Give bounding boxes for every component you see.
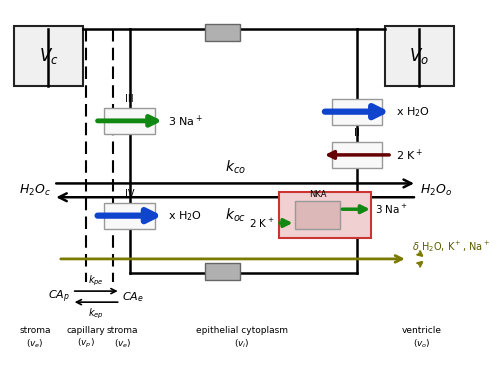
Text: x H$_2$O: x H$_2$O bbox=[168, 209, 202, 222]
Bar bbox=[279, 192, 371, 238]
Text: $H_2O_c$: $H_2O_c$ bbox=[19, 183, 50, 198]
Text: $\delta$ H$_2$O, K$^+$, Na$^+$: $\delta$ H$_2$O, K$^+$, Na$^+$ bbox=[412, 239, 490, 254]
Text: $V_c$: $V_c$ bbox=[38, 46, 58, 66]
Text: I: I bbox=[356, 85, 358, 95]
Bar bbox=[332, 99, 382, 124]
Text: 2 K$^+$: 2 K$^+$ bbox=[248, 216, 274, 230]
Text: $V_o$: $V_o$ bbox=[409, 46, 429, 66]
Text: IV: IV bbox=[125, 189, 134, 199]
Text: $H_2O_o$: $H_2O_o$ bbox=[420, 183, 452, 198]
Text: 3 Na$^+$: 3 Na$^+$ bbox=[168, 113, 203, 129]
Text: $CA_e$: $CA_e$ bbox=[122, 290, 144, 303]
Text: $k_{pe}$: $k_{pe}$ bbox=[88, 274, 104, 288]
Text: II: II bbox=[354, 128, 360, 138]
Bar bbox=[332, 142, 382, 168]
Text: $k_{co}$: $k_{co}$ bbox=[224, 159, 246, 176]
Text: $(v_i)$: $(v_i)$ bbox=[234, 337, 250, 349]
Bar bbox=[205, 24, 240, 41]
Text: 3 Na$^+$: 3 Na$^+$ bbox=[376, 203, 408, 216]
Text: stroma: stroma bbox=[19, 326, 50, 335]
Text: $k_{oc}$: $k_{oc}$ bbox=[224, 207, 246, 224]
Text: epithelial cytoplasm: epithelial cytoplasm bbox=[196, 326, 288, 335]
Bar bbox=[205, 264, 240, 280]
Bar bbox=[384, 26, 454, 86]
Text: 2 K$^+$: 2 K$^+$ bbox=[396, 147, 423, 162]
Text: capillary: capillary bbox=[66, 326, 105, 335]
Text: stroma: stroma bbox=[106, 326, 138, 335]
Bar bbox=[296, 201, 340, 228]
Text: $CA_p$: $CA_p$ bbox=[48, 288, 70, 305]
Bar bbox=[104, 108, 155, 134]
Text: ventricle: ventricle bbox=[402, 326, 442, 335]
Text: $(v_e)$: $(v_e)$ bbox=[26, 337, 44, 349]
Text: x H$_2$O: x H$_2$O bbox=[396, 105, 430, 118]
Text: NKA: NKA bbox=[308, 190, 326, 199]
Bar bbox=[104, 203, 155, 228]
Text: $(v_p)$: $(v_p)$ bbox=[76, 337, 94, 350]
Text: $(v_o)$: $(v_o)$ bbox=[412, 337, 430, 349]
Text: $k_{ep}$: $k_{ep}$ bbox=[88, 307, 104, 321]
Text: III: III bbox=[126, 94, 134, 104]
Bar bbox=[14, 26, 83, 86]
Text: $(v_e)$: $(v_e)$ bbox=[114, 337, 132, 349]
